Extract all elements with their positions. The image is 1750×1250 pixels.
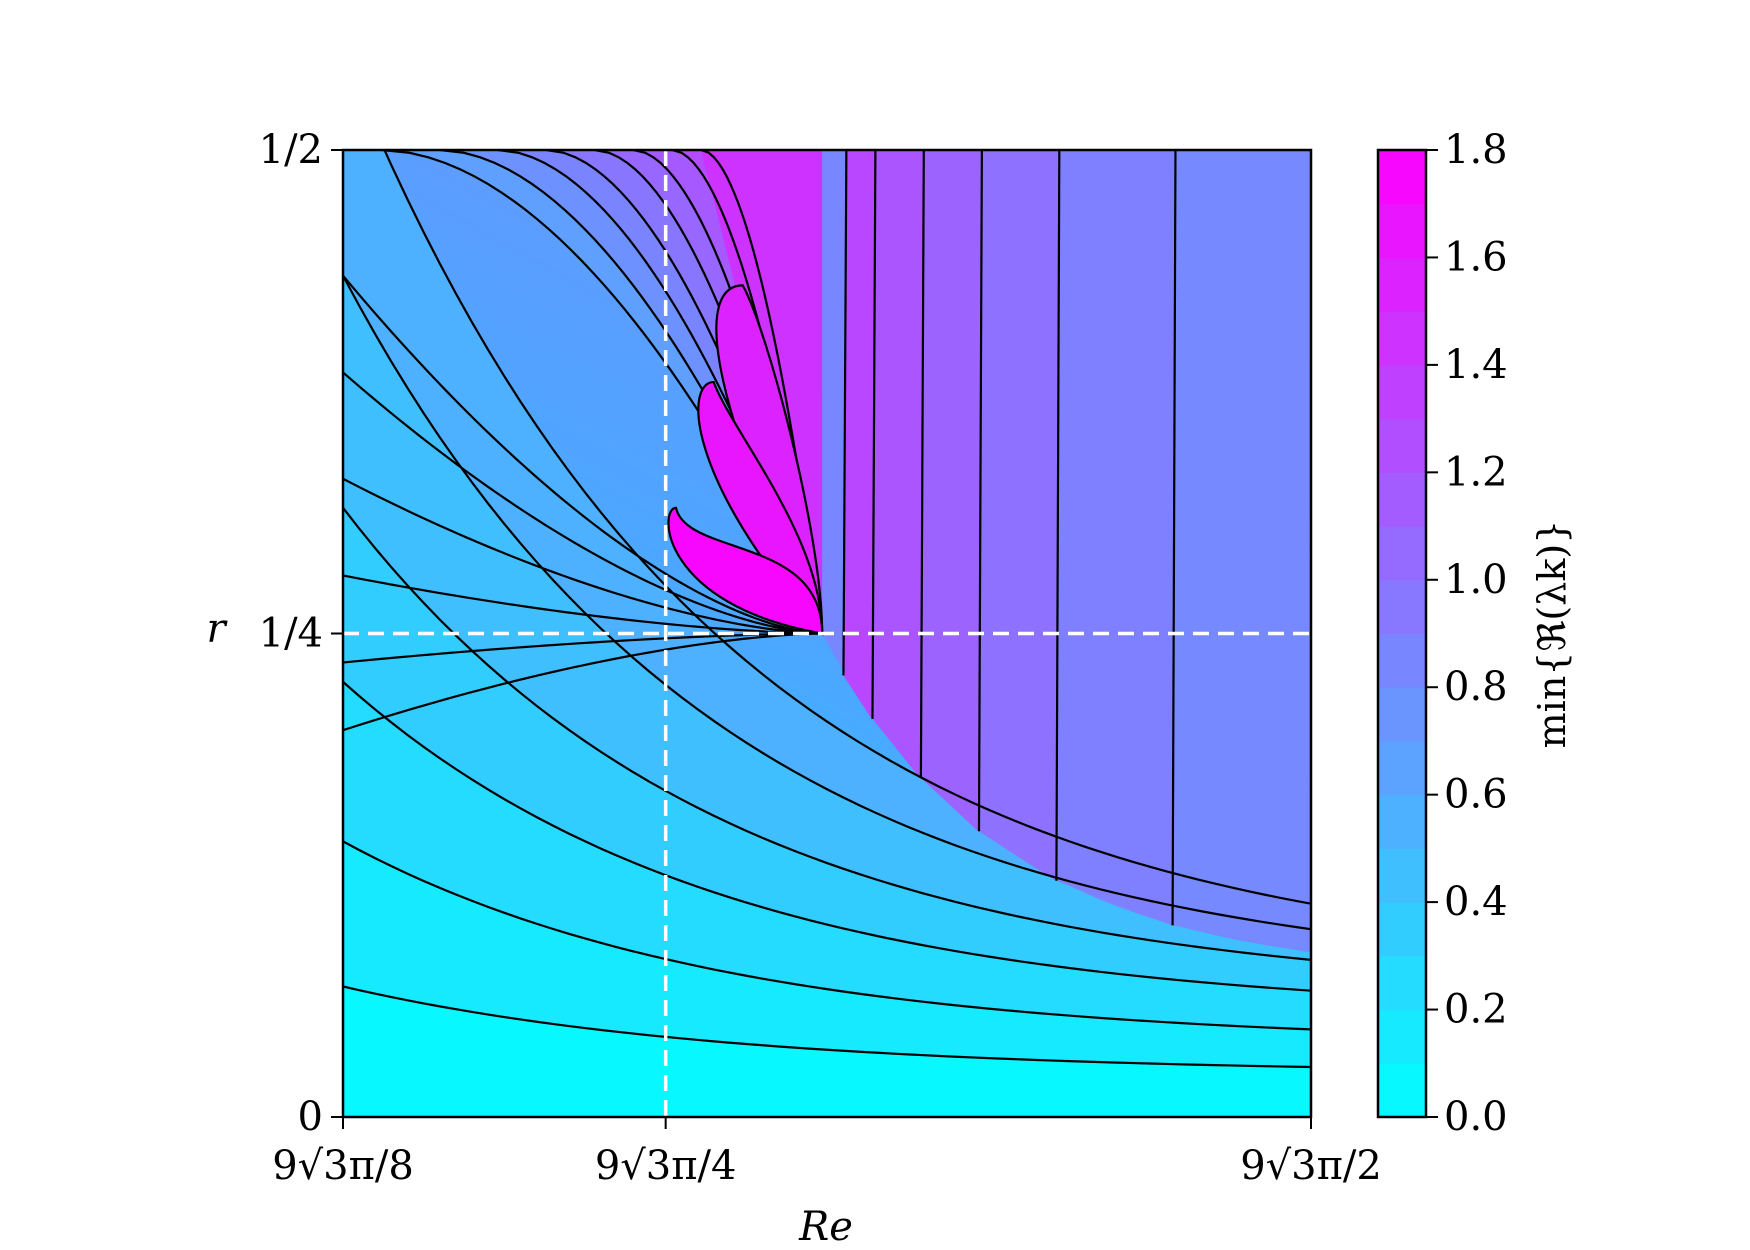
colorbar-swatch: [1378, 150, 1426, 205]
x-tick-label: 9√3π/8: [272, 1143, 414, 1189]
colorbar-swatch: [1378, 633, 1426, 688]
contour-lines: [343, 150, 1311, 1069]
contour-line: [842, 150, 848, 676]
y-tick-label: 0: [298, 1094, 323, 1140]
colorbar: 0.0 0.2 0.4 0.6 0.8 1.0 1.2 1.4 1.6 1.8: [1376, 127, 1508, 1140]
colorbar-swatch: [1378, 203, 1426, 259]
colorbar-label: min{ℜ(λk)}: [1530, 520, 1574, 749]
colorbar-swatch: [1378, 955, 1426, 1011]
contour-line: [977, 150, 983, 832]
colorbar-swatch: [1378, 311, 1426, 366]
contour-line: [343, 632, 823, 732]
contour-line: [343, 632, 823, 664]
contour-line: [343, 477, 823, 635]
colorbar-swatch: [1378, 740, 1426, 796]
contour-band: [920, 150, 982, 832]
contour-line: [343, 275, 1311, 931]
y-axis: 0 1/4 1/2: [259, 127, 343, 1140]
contour-line: [383, 150, 1311, 905]
contour-line: [667, 506, 824, 635]
contour-line: [343, 574, 823, 635]
colorbar-tick-label: 1.6: [1444, 234, 1508, 280]
colorbar-tick-label: 0.8: [1444, 664, 1508, 710]
contour-band: [1172, 150, 1311, 952]
colorbar-frame: [1376, 148, 1428, 1119]
contour-band: [594, 150, 823, 634]
x-tick-label: 9√3π/2: [1240, 1143, 1382, 1189]
contour-line: [343, 275, 823, 635]
y-tick-label: 1/2: [259, 127, 323, 173]
colorbar-swatch: [1378, 418, 1426, 473]
colorbar-swatch: [1378, 472, 1426, 527]
x-axis: 9√3π/8 9√3π/4 9√3π/2: [272, 1117, 1382, 1189]
reference-lines: [343, 150, 1311, 1117]
colorbar-tick-label: 1.2: [1444, 449, 1508, 495]
contour-band: [343, 507, 1311, 991]
contour-band: [1056, 150, 1176, 926]
colorbar-tick-label: 1.0: [1444, 557, 1508, 603]
contour-band: [343, 681, 1311, 1030]
colorbar-swatch: [1378, 848, 1426, 903]
contour-band: [843, 150, 876, 719]
colorbar-swatch: [1378, 1009, 1426, 1064]
x-tick-label: 9√3π/4: [595, 1143, 737, 1189]
contour-line: [919, 150, 925, 778]
contour-band: [872, 150, 924, 778]
contour-line: [343, 681, 1311, 992]
y-tick-label: 1/4: [259, 611, 323, 657]
colorbar-swatch: [1378, 794, 1426, 849]
colorbar-tick-label: 1.4: [1444, 342, 1508, 388]
colorbar-tick-label: 1.8: [1444, 127, 1508, 173]
contour-band: [343, 841, 1311, 1068]
colorbar-tick-label: 0.2: [1444, 987, 1508, 1033]
colorbar-tick-label: 0.6: [1444, 772, 1508, 818]
colorbar-tick-label: 0.0: [1444, 1094, 1508, 1140]
contour-line: [1055, 150, 1061, 881]
contour-line: [343, 985, 1311, 1069]
colorbar-swatch: [1378, 526, 1426, 581]
contour-line: [1171, 150, 1177, 926]
contour-line: [871, 150, 877, 719]
contour-band: [439, 150, 823, 634]
plot-area: [341, 148, 1313, 1119]
contour-band: [343, 275, 1311, 960]
contour-line: [343, 507, 1311, 961]
contour-line: [343, 371, 823, 635]
contour-band: [343, 150, 1311, 930]
colorbar-swatch: [1378, 1063, 1426, 1118]
contour-band: [978, 150, 1060, 881]
contour-band: [497, 150, 823, 634]
colorbar-tick-label: 0.4: [1444, 879, 1508, 925]
contour-band: [343, 986, 1311, 1117]
y-axis-label: r: [206, 606, 228, 652]
colorbar-swatch: [1378, 902, 1426, 957]
colorbar-swatch: [1378, 579, 1426, 635]
x-axis-label: Re: [798, 1204, 853, 1250]
colorbar-swatch: [1378, 364, 1426, 420]
colorbar-swatch: [1378, 257, 1426, 312]
colorbar-swatch: [1378, 687, 1426, 742]
contour-line: [343, 840, 1311, 1031]
contour-band: [546, 150, 823, 634]
